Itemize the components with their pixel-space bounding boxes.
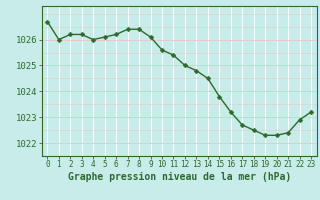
X-axis label: Graphe pression niveau de la mer (hPa): Graphe pression niveau de la mer (hPa) [68,172,291,182]
